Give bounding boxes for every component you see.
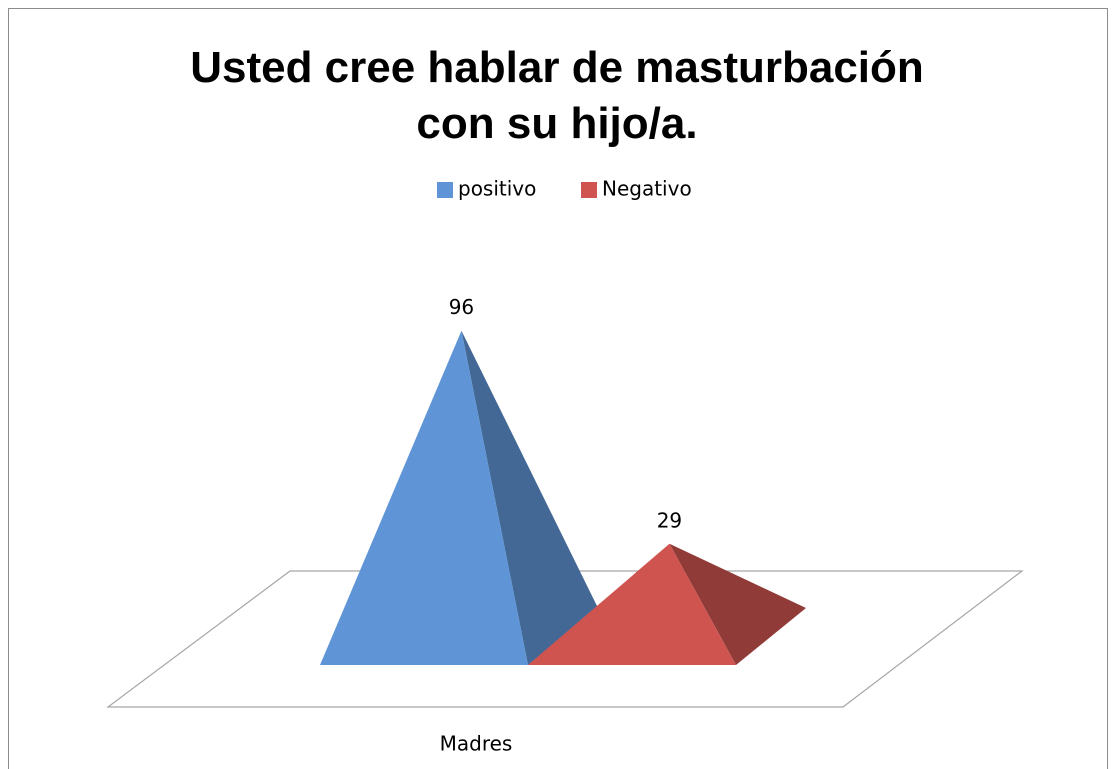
pyramid-front: [320, 330, 528, 665]
legend-swatch: [581, 182, 597, 198]
chart-title: Usted cree hablar de masturbación con su…: [190, 43, 924, 148]
legend-label: positivo: [458, 177, 536, 201]
legend-swatch: [437, 182, 453, 198]
pyramid-side: [669, 543, 806, 665]
pyramid-front: [528, 543, 736, 665]
pyramid-side: [461, 330, 598, 665]
floor: [106, 570, 1024, 708]
legend-label: Negativo: [602, 177, 692, 201]
data-label: 29: [657, 508, 682, 532]
data-label: 96: [449, 295, 474, 319]
chart-frame: [8, 8, 1108, 769]
x-tick-label: Madres: [440, 732, 513, 756]
